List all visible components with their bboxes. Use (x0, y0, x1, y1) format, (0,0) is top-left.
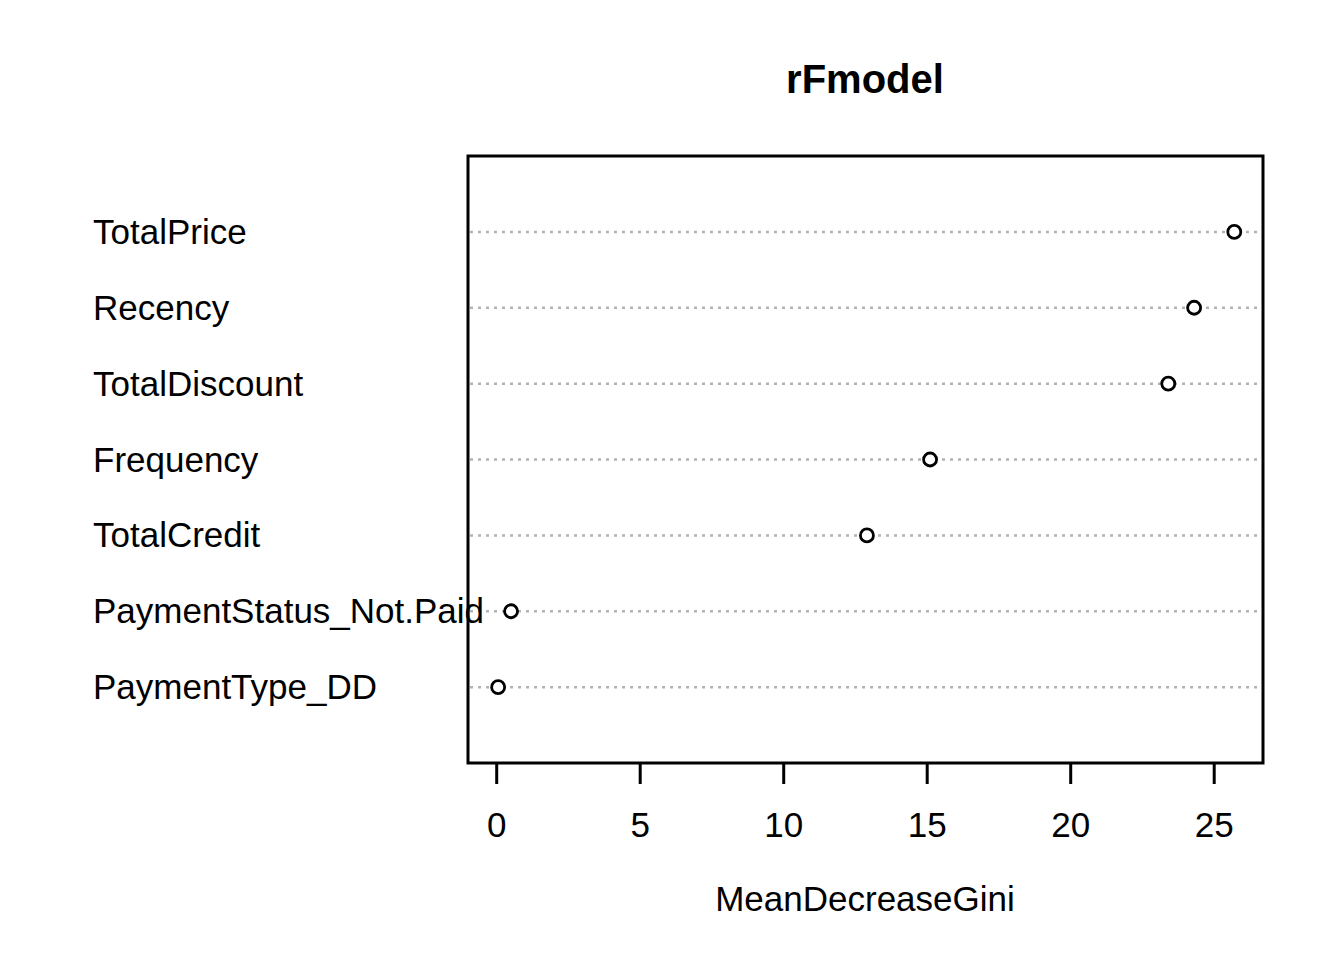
x-tick-label: 20 (1051, 805, 1090, 844)
category-label: Frequency (93, 440, 259, 479)
x-tick-label: 0 (487, 805, 506, 844)
category-label: Recency (93, 288, 230, 327)
category-label: TotalPrice (93, 212, 247, 251)
data-point (1228, 225, 1241, 238)
x-tick-label: 15 (908, 805, 947, 844)
x-tick-label: 25 (1195, 805, 1234, 844)
x-tick-label: 10 (764, 805, 803, 844)
data-point (860, 529, 873, 542)
variable-importance-plot: rFmodel 0510152025 TotalPriceRecencyTota… (0, 0, 1344, 960)
x-tick-label: 5 (630, 805, 649, 844)
x-axis-label: MeanDecreaseGini (715, 879, 1015, 918)
x-tick-labels: 0 5 10 15 20 25 (487, 805, 1234, 844)
data-point (1162, 377, 1175, 390)
data-point (1188, 301, 1201, 314)
data-point (505, 605, 518, 618)
dotchart-canvas: rFmodel 0510152025 TotalPriceRecencyTota… (0, 0, 1344, 960)
category-label: TotalDiscount (93, 364, 303, 403)
data-point (924, 453, 937, 466)
chart-title: rFmodel (786, 57, 944, 101)
category-labels: TotalPrice Recency TotalDiscount Frequency T… (93, 212, 484, 706)
category-label: PaymentStatus_Not.Paid (93, 591, 484, 630)
data-point (492, 681, 505, 694)
grid-lines (470, 232, 1261, 687)
category-label: PaymentType_DD (93, 667, 377, 706)
x-axis-ticks (497, 763, 1215, 784)
category-label: TotalCredit (93, 515, 261, 554)
